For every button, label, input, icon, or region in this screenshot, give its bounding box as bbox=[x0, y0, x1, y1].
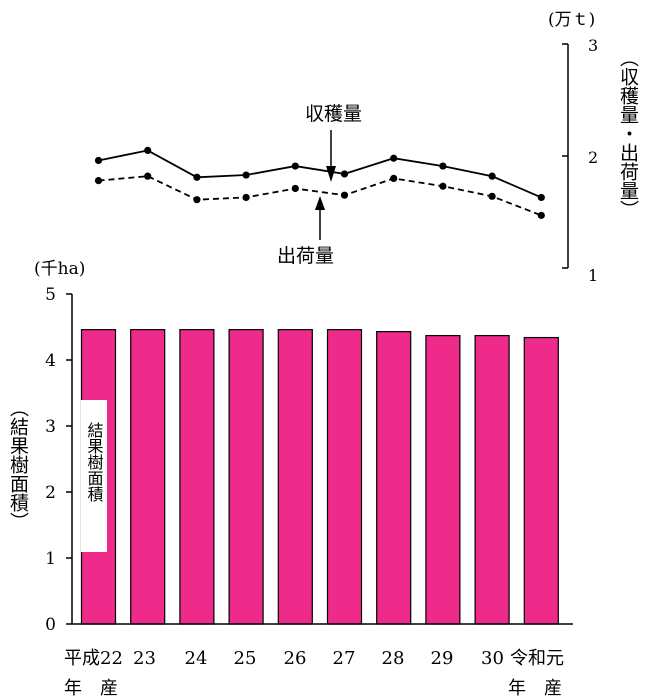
bar bbox=[523, 336, 559, 625]
bar-y-tick-label: 3 bbox=[45, 417, 56, 437]
x-sublabel-last: 年 産 bbox=[508, 678, 562, 699]
bar-y-tick-label: 0 bbox=[45, 615, 56, 635]
harvest-point bbox=[537, 193, 545, 202]
bar-y-tick-label: 1 bbox=[45, 549, 56, 569]
harvest-point bbox=[144, 146, 152, 154]
harvest-point bbox=[439, 162, 447, 170]
shipment-point bbox=[390, 174, 398, 182]
bar bbox=[376, 331, 412, 625]
bar-unit-label: (千ha) bbox=[34, 259, 85, 279]
harvest-annotation: 収穫量 bbox=[305, 103, 362, 125]
shipment-point bbox=[193, 196, 201, 204]
harvest-point bbox=[390, 154, 398, 162]
shipment-point bbox=[439, 182, 447, 190]
harvest-point bbox=[94, 156, 103, 165]
shipment-point bbox=[291, 184, 299, 193]
x-sublabel-first: 年 産 bbox=[64, 678, 118, 699]
x-tick-label: 25 bbox=[234, 648, 257, 669]
bar bbox=[277, 329, 313, 625]
x-tick-label: 23 bbox=[133, 648, 156, 669]
line-y-tick-label-2: 2 bbox=[588, 148, 598, 167]
shipment-point bbox=[242, 193, 250, 202]
bar-y-axis-title: （結果樹面積） bbox=[7, 398, 29, 531]
shipment-point bbox=[537, 211, 545, 219]
harvest-arrow-head bbox=[326, 166, 336, 182]
bar-inside-label: 結果樹面積 bbox=[85, 422, 104, 502]
shipment-point bbox=[144, 172, 152, 180]
x-tick-label: 28 bbox=[382, 648, 405, 669]
shipment-point bbox=[340, 191, 349, 199]
shipment-point bbox=[488, 192, 496, 200]
line-y-tick-label-1: 1 bbox=[588, 266, 598, 285]
bar bbox=[425, 334, 461, 625]
x-tick-label: 令和元 bbox=[510, 648, 564, 669]
bar-y-tick-label: 4 bbox=[45, 351, 56, 371]
shipment-point bbox=[94, 177, 103, 185]
line-chart: (万ｔ) 3 2 1 （収穫量・出荷量） 収穫量 出荷量 bbox=[94, 10, 639, 285]
shipment-annotation: 出荷量 bbox=[277, 245, 334, 267]
bar bbox=[326, 329, 363, 625]
harvest-point bbox=[242, 171, 250, 179]
bar-label-box bbox=[81, 400, 107, 552]
x-tick-label: 29 bbox=[431, 648, 454, 669]
bar bbox=[474, 334, 510, 625]
x-tick-label: 26 bbox=[284, 648, 307, 669]
x-tick-label: 24 bbox=[185, 648, 208, 669]
harvest-point bbox=[193, 173, 201, 181]
x-tick-label: 27 bbox=[333, 648, 356, 669]
bar bbox=[179, 329, 215, 625]
harvest-point bbox=[340, 170, 349, 178]
bar bbox=[228, 329, 264, 625]
line-unit-label: (万ｔ) bbox=[548, 10, 595, 30]
bar-y-tick-label: 2 bbox=[45, 483, 56, 503]
x-tick-label: 30 bbox=[481, 648, 504, 669]
shipment-arrow-head bbox=[315, 196, 325, 210]
harvest-point bbox=[488, 172, 496, 180]
bar bbox=[130, 329, 166, 625]
harvest-series-line bbox=[98, 149, 542, 199]
line-y-axis-title: （収穫量・出荷量） bbox=[617, 48, 639, 219]
line-y-tick-label-3: 3 bbox=[588, 36, 598, 55]
bar-y-tick-label: 5 bbox=[45, 285, 56, 305]
x-tick-label: 平成22 bbox=[64, 648, 123, 669]
harvest-point bbox=[291, 162, 299, 170]
